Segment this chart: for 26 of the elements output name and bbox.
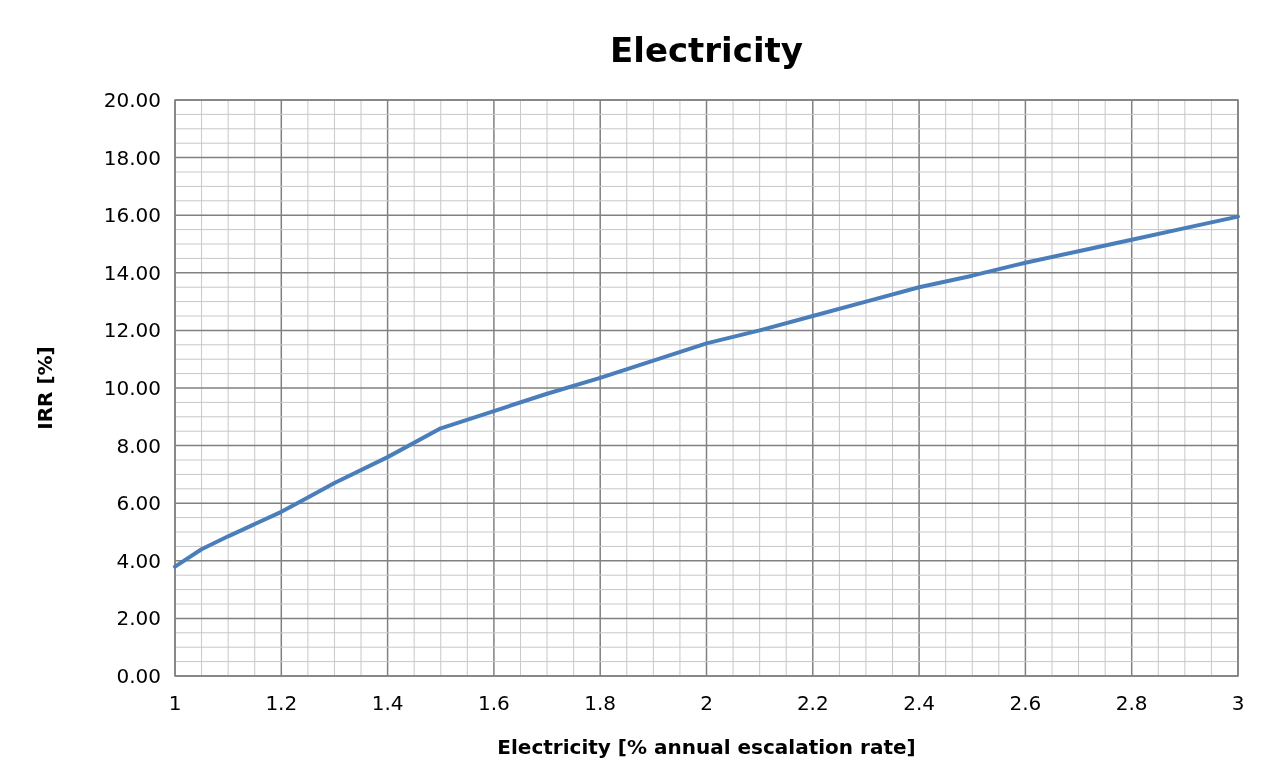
x-tick-label: 2.4 xyxy=(903,691,936,715)
line-series xyxy=(173,214,1240,569)
y-tick-label: 8.00 xyxy=(116,433,161,458)
y-tick-label: 20.00 xyxy=(103,88,161,112)
y-axis-title: IRR [%] xyxy=(33,346,57,430)
x-tick-label: 3 xyxy=(1231,691,1245,715)
y-tick-label: 0.00 xyxy=(116,664,161,688)
x-tick-label: 2 xyxy=(700,691,713,715)
chart-title: Electricity xyxy=(610,30,803,70)
x-tick-label: 2.8 xyxy=(1115,691,1148,715)
y-tick-label: 10.00 xyxy=(103,376,161,400)
y-tick-label: 4.00 xyxy=(116,548,161,573)
x-tick-label: 1.6 xyxy=(477,691,510,715)
x-axis-title: Electricity [% annual escalation rate] xyxy=(497,735,916,759)
y-tick-label: 12.00 xyxy=(103,318,161,343)
y-tick-label: 14.00 xyxy=(103,260,161,285)
y-tick-label: 2.00 xyxy=(116,606,161,631)
y-tick-label: 16.00 xyxy=(103,203,161,228)
y-tick-label: 18.00 xyxy=(103,145,161,170)
x-tick-label: 1.2 xyxy=(265,691,298,715)
x-tick-label: 2.6 xyxy=(1009,691,1042,715)
x-tick-label: 2.2 xyxy=(796,691,829,715)
x-tick-label: 1.4 xyxy=(371,691,404,715)
x-tick-label: 1.8 xyxy=(584,691,617,715)
x-tick-label: 1 xyxy=(168,691,182,715)
y-tick-label: 6.00 xyxy=(116,491,161,516)
